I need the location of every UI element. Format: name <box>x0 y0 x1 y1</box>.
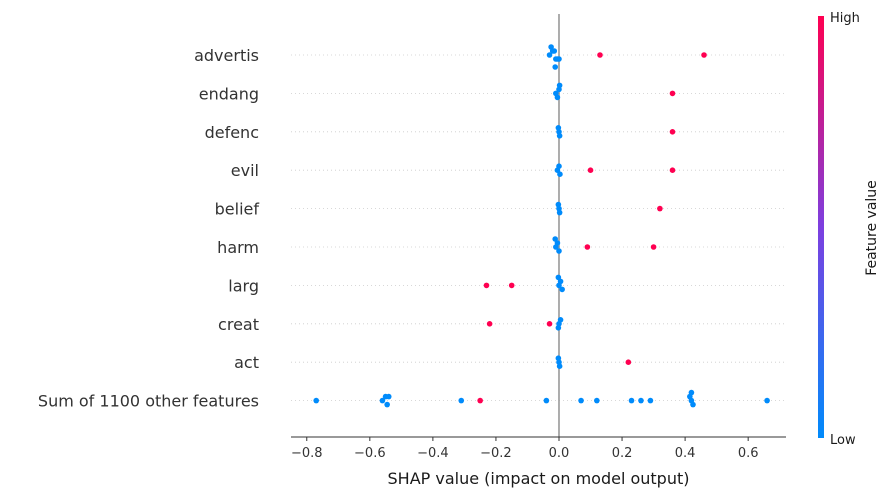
x-axis-title: SHAP value (impact on model output) <box>388 469 690 488</box>
data-point <box>483 282 490 289</box>
feature-label: belief <box>215 200 260 219</box>
colorbar-low-label: Low <box>830 433 856 448</box>
x-tick-label: 0.6 <box>738 446 759 461</box>
x-tick-label: −0.6 <box>354 446 386 461</box>
data-point <box>557 317 564 323</box>
feature-label: defenc <box>205 123 259 142</box>
colorbar-title: Feature value <box>864 180 880 276</box>
x-tick-label: −0.8 <box>291 446 323 461</box>
colorbar-high-label: High <box>830 11 860 26</box>
data-point <box>313 397 320 404</box>
data-point <box>625 359 632 366</box>
data-point <box>669 129 676 135</box>
data-point <box>669 167 676 173</box>
data-point <box>556 163 562 169</box>
data-point <box>584 244 591 250</box>
feature-label: creat <box>218 315 259 334</box>
data-point <box>508 282 515 289</box>
data-point <box>594 397 600 404</box>
data-point <box>597 52 603 58</box>
data-point <box>486 321 493 327</box>
feature-label: larg <box>228 276 259 295</box>
data-point <box>587 167 594 173</box>
feature-label: Sum of 1100 other features <box>38 392 259 411</box>
data-point <box>657 205 663 212</box>
feature-label: endang <box>199 84 259 103</box>
x-axis: −0.8 −0.6 −0.4 −0.2 0.0 0.2 0.4 0.6 <box>291 436 786 461</box>
data-point <box>477 397 483 404</box>
data-point <box>543 397 550 404</box>
data-point <box>548 44 554 50</box>
data-point <box>551 48 558 54</box>
data-points <box>313 44 770 408</box>
data-point <box>384 401 390 408</box>
x-tick-label: 0.0 <box>549 446 570 461</box>
data-point <box>555 125 562 131</box>
data-point <box>556 133 563 139</box>
data-point <box>647 397 654 404</box>
data-point <box>690 401 696 408</box>
row-gridlines <box>291 54 786 402</box>
data-point <box>559 286 565 293</box>
feature-labels: advertis endang defenc evil belief harm larg cr… <box>38 46 259 411</box>
x-tick-label: −0.2 <box>480 446 512 461</box>
data-point <box>546 321 553 327</box>
x-tick-label: −0.4 <box>417 446 449 461</box>
data-point <box>555 201 562 208</box>
data-point <box>556 82 563 89</box>
colorbar-gradient <box>818 16 824 438</box>
feature-label: advertis <box>194 46 259 65</box>
feature-label: act <box>234 353 259 372</box>
data-point <box>556 209 563 216</box>
data-point <box>556 248 562 254</box>
data-point <box>688 389 695 396</box>
x-tick-label: 0.2 <box>612 446 633 461</box>
data-point <box>555 325 562 331</box>
data-point <box>556 363 563 370</box>
data-point <box>628 397 635 404</box>
data-point <box>638 397 644 404</box>
data-point <box>379 397 386 404</box>
data-point <box>552 236 559 242</box>
feature-label: evil <box>231 161 259 180</box>
data-point <box>556 56 562 62</box>
data-point <box>546 52 553 58</box>
colorbar: High Low Feature value <box>818 11 880 448</box>
data-point <box>701 52 707 58</box>
data-point <box>458 397 465 404</box>
feature-label: harm <box>217 238 259 257</box>
data-point <box>554 94 561 101</box>
data-point <box>555 355 562 362</box>
data-point <box>555 274 562 281</box>
data-point <box>557 171 563 177</box>
data-point <box>650 244 657 250</box>
data-point <box>552 64 559 70</box>
data-point <box>385 393 392 400</box>
x-tick-label: 0.4 <box>675 446 696 461</box>
data-point <box>764 397 770 404</box>
data-point <box>669 90 676 97</box>
data-point <box>578 397 584 404</box>
